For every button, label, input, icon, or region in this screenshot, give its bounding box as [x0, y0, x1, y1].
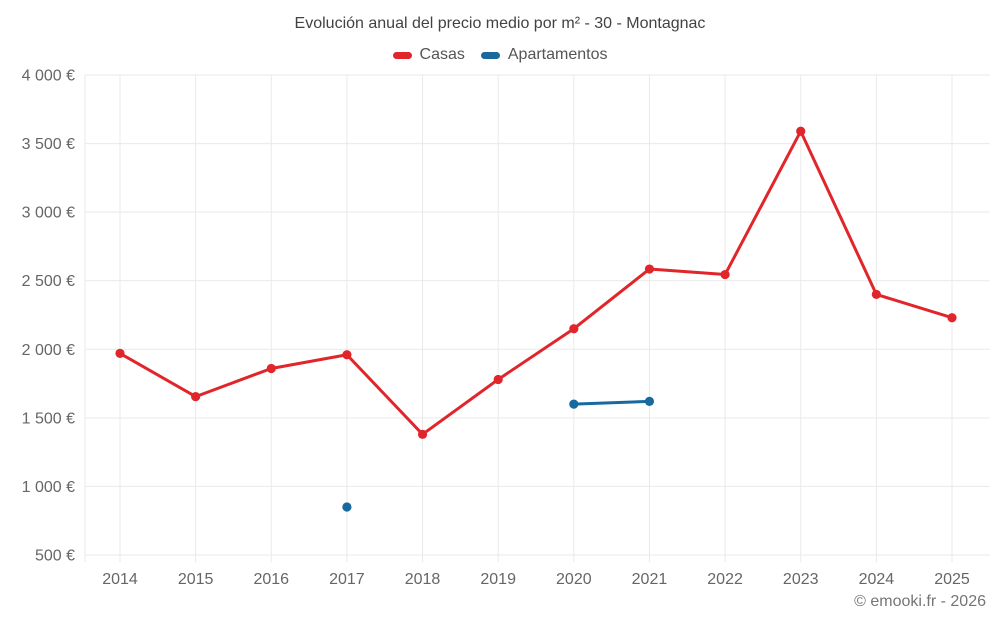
data-point-apartamentos-2020[interactable] — [569, 399, 579, 409]
data-point-casas-2017[interactable] — [342, 350, 352, 360]
chart-title: Evolución anual del precio medio por m² … — [294, 15, 706, 32]
series-segment-casas — [572, 267, 651, 331]
series-segment-casas — [194, 366, 273, 399]
series-segment-casas — [799, 129, 878, 296]
data-point-casas-2020[interactable] — [569, 324, 579, 334]
series-segment-casas — [421, 377, 500, 436]
legend-item-casas[interactable]: Casas — [392, 46, 465, 64]
series-segment-casas — [874, 292, 954, 320]
x-tick-label: 2015 — [178, 571, 214, 588]
casas-swatch-icon — [392, 51, 412, 59]
data-point-casas-2018[interactable] — [417, 429, 428, 439]
series-segment-casas — [496, 327, 576, 381]
y-tick-label: 4 000 € — [22, 68, 75, 85]
data-point-casas-2025[interactable] — [947, 313, 957, 323]
x-tick-label: 2024 — [859, 571, 895, 588]
x-tick-label: 2019 — [480, 571, 516, 588]
x-tick-label: 2017 — [329, 571, 365, 588]
y-tick-label: 1 500 € — [22, 410, 75, 427]
data-point-casas-2019[interactable] — [493, 374, 503, 385]
x-tick-label: 2016 — [253, 571, 289, 588]
series-segment-casas — [118, 351, 198, 399]
y-tick-label: 2 000 € — [22, 342, 75, 359]
x-tick-label: 2020 — [556, 571, 592, 588]
data-point-apartamentos-2021[interactable] — [644, 396, 655, 406]
legend-label-casas: Casas — [419, 46, 465, 63]
data-point-casas-2015[interactable] — [191, 392, 201, 402]
y-tick-label: 2 500 € — [22, 273, 75, 290]
legend: Casas Apartamentos — [0, 46, 1000, 64]
y-tick-label: 3 000 € — [22, 205, 75, 222]
x-tick-label: 2018 — [405, 571, 441, 588]
data-point-casas-2022[interactable] — [720, 269, 730, 280]
x-tick-label: 2023 — [783, 571, 819, 588]
series-segment-casas — [269, 353, 349, 370]
y-tick-label: 500 € — [35, 548, 75, 565]
data-point-casas-2014[interactable] — [115, 348, 125, 358]
y-tick-label: 1 000 € — [22, 479, 75, 496]
series-segment-casas — [647, 267, 727, 277]
series-segment-casas — [345, 353, 425, 436]
x-tick-label: 2014 — [102, 571, 138, 588]
data-point-casas-2023[interactable] — [796, 126, 806, 136]
apartamentos-swatch-icon — [480, 51, 500, 59]
x-tick-label: 2025 — [934, 571, 970, 588]
data-point-casas-2024[interactable] — [871, 289, 881, 300]
legend-item-apartamentos[interactable]: Apartamentos — [480, 46, 608, 64]
y-tick-label: 3 500 € — [22, 136, 75, 153]
data-point-casas-2016[interactable] — [266, 363, 276, 374]
series-segment-casas — [723, 129, 803, 277]
data-point-apartamentos-2017[interactable] — [342, 502, 352, 512]
data-point-casas-2021[interactable] — [644, 264, 655, 274]
copyright: © emooki.fr - 2026 — [854, 593, 986, 610]
legend-label-apartamentos: Apartamentos — [507, 46, 608, 63]
x-tick-label: 2022 — [707, 571, 743, 588]
x-tick-label: 2021 — [632, 571, 668, 588]
series-segment-apartamentos — [572, 399, 651, 406]
